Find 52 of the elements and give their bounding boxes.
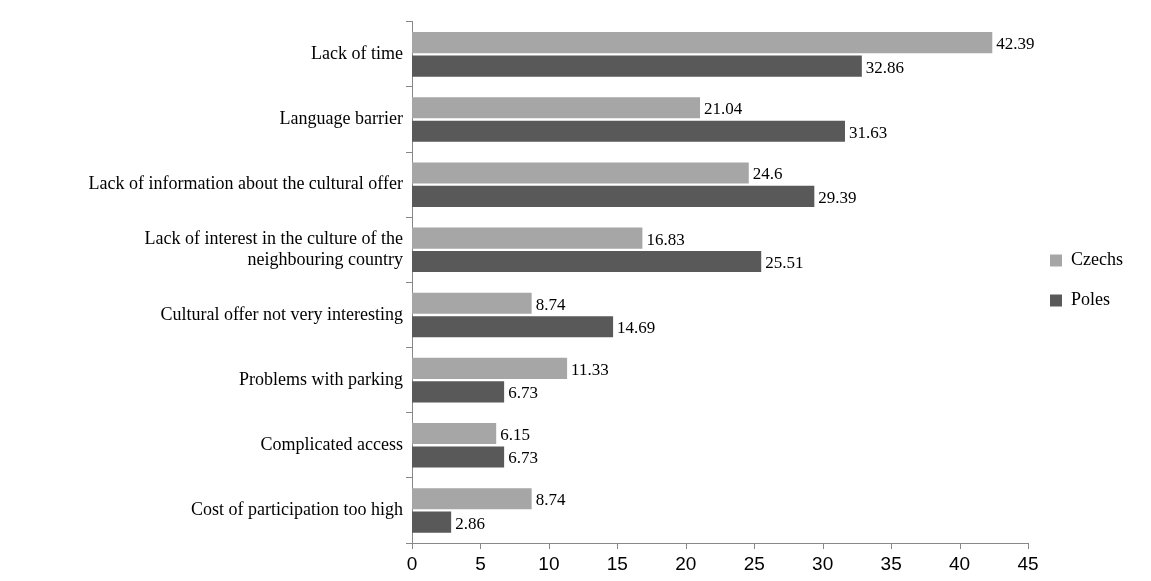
x-tick-label: 35	[880, 552, 902, 574]
bar	[412, 292, 532, 314]
data-label: 24.6	[752, 164, 783, 184]
data-label: 14.69	[617, 318, 656, 338]
data-label: 16.83	[646, 229, 685, 249]
bar	[412, 251, 762, 273]
bar	[412, 120, 845, 142]
bar	[412, 97, 701, 119]
data-label: 25.51	[765, 253, 804, 273]
data-label: 29.39	[818, 187, 857, 207]
bar	[412, 32, 993, 54]
data-label: 31.63	[848, 122, 888, 142]
bar	[412, 227, 643, 249]
bar	[412, 316, 614, 338]
y-tick-label: Complicated access	[260, 434, 403, 455]
y-tick-label: Cultural offer not very interesting	[160, 303, 403, 324]
bar	[412, 55, 862, 77]
data-label: 21.04	[704, 99, 743, 119]
legend-label: Czechs	[1071, 249, 1124, 270]
data-label: 6.73	[508, 448, 538, 468]
y-tick-label: Problems with parking	[239, 368, 403, 389]
bar	[412, 488, 532, 510]
x-tick-label: 45	[1017, 552, 1039, 574]
bar	[412, 511, 452, 533]
y-tick-label: Language barrier	[279, 108, 403, 129]
x-tick-label: 0	[406, 552, 418, 574]
x-tick-label: 5	[475, 552, 486, 574]
x-tick-label: 20	[675, 552, 697, 574]
data-label: 11.33	[571, 359, 609, 379]
bar	[412, 162, 749, 184]
bar	[412, 422, 497, 445]
y-tick-label: Lack of information about the cultural offer	[88, 173, 403, 194]
bar	[412, 185, 815, 207]
y-tick-label: Cost of participation too high	[191, 499, 403, 520]
x-tick-label: 30	[812, 552, 834, 574]
data-label: 6.15	[500, 425, 530, 445]
x-tick-label: 10	[538, 552, 560, 574]
y-tick-label: Lack of time	[311, 43, 403, 64]
bar	[412, 381, 505, 403]
bar	[412, 446, 505, 468]
data-label: 32.86	[865, 57, 905, 77]
x-tick-label: 15	[606, 552, 628, 574]
data-label: 6.73	[508, 383, 538, 403]
x-tick-label: 25	[743, 552, 765, 574]
data-label: 8.74	[535, 294, 566, 314]
y-tick-label: Lack of interest in the culture of the neighbouring country	[144, 227, 403, 270]
bar	[412, 357, 568, 379]
data-label: 8.74	[535, 490, 566, 510]
data-label: 2.86	[455, 513, 485, 533]
data-label: 42.39	[996, 34, 1035, 54]
legend-label: Poles	[1071, 289, 1111, 310]
x-tick-label: 40	[949, 552, 971, 574]
